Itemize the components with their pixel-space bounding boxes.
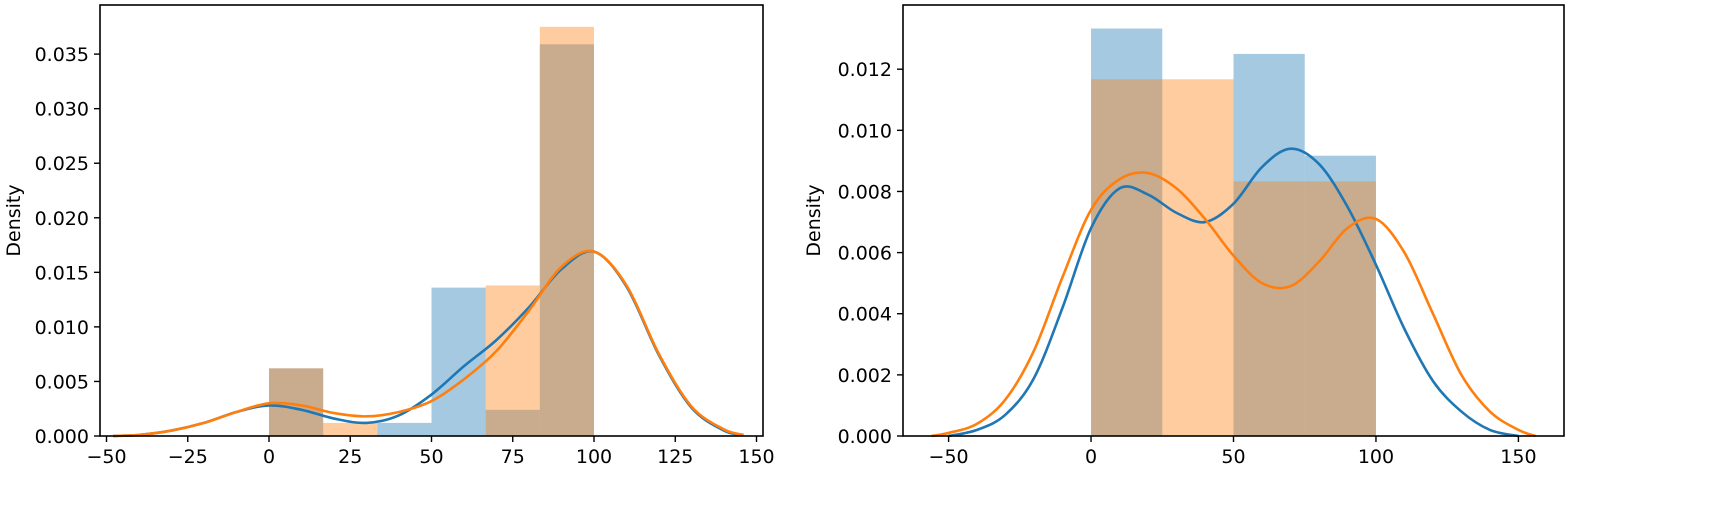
left-series1-bar-5	[485, 409, 540, 436]
right-x-tick-label: 150	[1500, 446, 1536, 468]
right-x-tick-label: 50	[1221, 446, 1245, 468]
right-density-panel: −50 0 50 100 150 0.000 0.002 0.004 0.006 0.008 0.0…	[803, 4, 1565, 468]
right-kde-curves	[931, 147, 1536, 438]
right-x-tick-label: 0	[1085, 446, 1097, 468]
right-series2-bar-3	[1233, 181, 1305, 436]
left-y-tick-label: 0.020	[35, 208, 89, 230]
left-y-tick-label: 0.015	[35, 262, 89, 284]
right-y-tick-label: 0.000	[838, 426, 892, 448]
left-x-tick-label: 25	[338, 446, 362, 468]
left-y-tick-label: 0.025	[35, 153, 89, 175]
left-series2-bar-2	[323, 422, 378, 436]
right-y-axis-title: Density	[803, 184, 825, 256]
left-density-panel: −50 −25 0 25 50 75 100 125 150 0.000 0.005 0.010 0.0…	[3, 4, 775, 468]
left-x-tick-label: −25	[168, 446, 208, 468]
left-series2-bar-6	[539, 26, 594, 436]
right-x-tick-label: −50	[929, 446, 969, 468]
right-y-tick-label: 0.002	[838, 365, 892, 387]
right-series1-bar-3	[1233, 53, 1305, 436]
right-x-tick-label: 100	[1358, 446, 1394, 468]
left-series1-bar-4	[431, 287, 486, 436]
left-x-tick-label: 50	[419, 446, 443, 468]
left-x-tick-label: 0	[263, 446, 275, 468]
left-axes: −50 −25 0 25 50 75 100 125 150 0.000 0.005 0.010 0.0…	[35, 44, 775, 468]
left-y-tick-label: 0.030	[35, 99, 89, 121]
left-x-tick-label: 75	[501, 446, 525, 468]
right-y-tick-label: 0.004	[838, 304, 892, 326]
right-series1-kde-line	[948, 147, 1519, 438]
left-y-axis-title: Density	[3, 184, 25, 256]
left-x-tick-label: 100	[576, 446, 612, 468]
right-series2-bar-2	[1162, 79, 1234, 437]
left-series2-kde-line	[112, 249, 744, 438]
left-y-tick-label: 0.005	[35, 371, 89, 393]
left-y-tick-label: 0.000	[35, 426, 89, 448]
left-y-tick-label: 0.010	[35, 317, 89, 339]
left-series1-bar-6	[539, 44, 594, 437]
right-series1-bar-4	[1304, 155, 1376, 437]
left-y-tick-label: 0.035	[35, 44, 89, 66]
left-x-tick-label: −50	[86, 446, 126, 468]
left-kde-curves	[112, 249, 744, 438]
left-histogram-bars	[269, 26, 594, 437]
right-y-tick-label: 0.006	[838, 243, 892, 265]
right-histogram-bars	[1091, 28, 1376, 437]
right-y-tick-label: 0.010	[838, 120, 892, 142]
left-series2-bar-5	[485, 285, 540, 436]
left-series1-bar-3	[377, 422, 432, 436]
right-y-tick-label: 0.008	[838, 181, 892, 203]
right-axes: −50 0 50 100 150 0.000 0.002 0.004 0.006 0.008 0.0…	[838, 59, 1537, 468]
left-x-tick-label: 150	[738, 446, 774, 468]
right-series2-kde-line	[931, 171, 1536, 438]
right-series1-bar-1	[1091, 28, 1163, 437]
right-series2-bar-1	[1091, 79, 1163, 437]
right-y-tick-label: 0.012	[838, 59, 892, 81]
right-series2-bar-4	[1304, 181, 1376, 436]
left-x-tick-label: 125	[657, 446, 693, 468]
